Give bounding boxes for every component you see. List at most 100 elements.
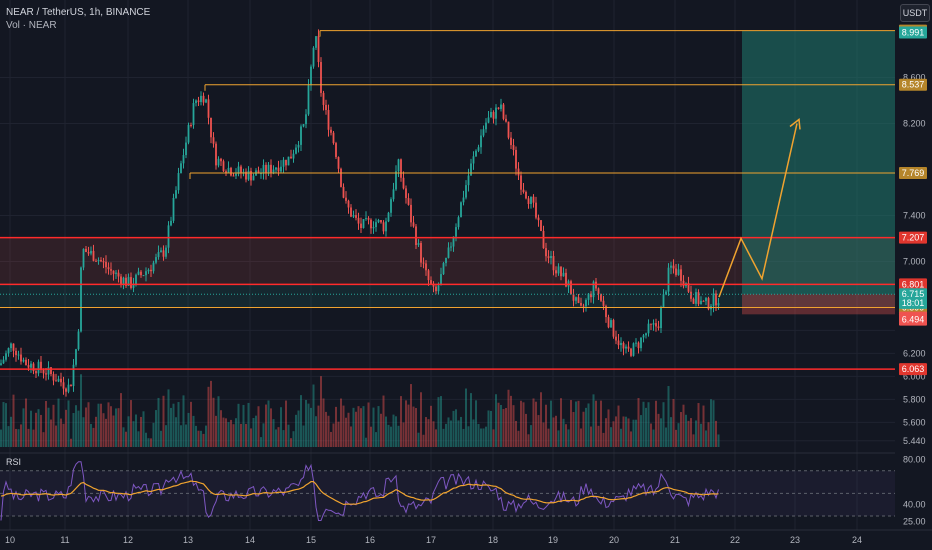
price-tick-label: 7.400 <box>903 210 926 220</box>
candle-body <box>372 227 375 229</box>
candle-body <box>60 378 62 383</box>
candle-body <box>30 363 32 368</box>
candle-body <box>210 117 212 138</box>
volume-bar <box>697 403 700 447</box>
volume-bar <box>545 404 547 447</box>
candle-body <box>157 252 160 258</box>
price-tick-label: 5.600 <box>903 417 926 427</box>
volume-bar <box>192 415 195 447</box>
candle-body <box>672 265 675 269</box>
candle-body <box>492 112 495 119</box>
candle-body <box>170 220 172 226</box>
volume-bar <box>667 386 670 447</box>
candle-body <box>65 388 67 392</box>
volume-bar <box>635 419 637 447</box>
currency-button[interactable]: USDT <box>900 4 930 22</box>
volume-bar <box>330 431 332 447</box>
candle-body <box>77 331 80 350</box>
candle-body <box>137 271 140 275</box>
volume-bar <box>177 402 180 447</box>
candle-body <box>215 143 217 166</box>
volume-bar <box>550 400 552 447</box>
candle-body <box>320 62 322 93</box>
candle-body <box>390 199 392 213</box>
volume-bar <box>235 418 237 447</box>
volume-bar <box>472 419 475 447</box>
volume-bar <box>412 406 415 447</box>
volume-bar <box>575 401 577 447</box>
candle-body <box>507 121 510 138</box>
volume-bar <box>630 431 632 447</box>
symbol-title[interactable]: NEAR / TetherUS, 1h, BINANCE <box>6 7 151 18</box>
candle-body <box>42 369 45 374</box>
candle-body <box>107 267 110 270</box>
candle-body <box>15 350 17 356</box>
price-axis[interactable]: 5.440 5.600 5.800 6.000 6.200 7.000 7.400 8.200… <box>895 0 932 550</box>
candle-body <box>690 291 692 299</box>
volume-bar <box>452 410 455 447</box>
candle-body <box>335 143 337 158</box>
volume-bar <box>290 438 292 447</box>
candle-body <box>590 293 592 298</box>
volume-bar <box>82 417 85 447</box>
candle-body <box>650 323 652 325</box>
volume-bar <box>662 402 665 447</box>
candle-body <box>285 159 287 166</box>
candle-body <box>457 217 460 228</box>
volume-bar <box>707 422 710 447</box>
volume-bar <box>27 428 30 447</box>
volume-bar <box>467 426 470 447</box>
volume-bar <box>415 408 417 447</box>
candle-body <box>292 153 295 159</box>
volume-bar <box>430 405 432 447</box>
volume-bar <box>557 430 560 447</box>
volume-bar <box>157 397 160 447</box>
volume-bar <box>302 425 305 447</box>
volume-bar <box>522 402 525 447</box>
candle-body <box>180 163 182 174</box>
candle-body <box>322 92 325 105</box>
volume-bar <box>67 400 70 447</box>
candle-body <box>582 305 585 307</box>
candle-body <box>87 252 90 254</box>
candle-body <box>105 261 107 268</box>
candle-body <box>172 197 175 221</box>
candle-body <box>652 323 655 325</box>
candle-body <box>717 303 720 306</box>
candle-body <box>657 326 660 329</box>
time-tick-label: 23 <box>790 535 800 545</box>
time-tick-label: 20 <box>609 535 619 545</box>
volume-bar <box>362 406 365 447</box>
candle-body <box>307 85 310 115</box>
volume-bar <box>390 426 392 447</box>
candle-body <box>447 247 450 258</box>
candle-body <box>632 343 635 356</box>
volume-bar <box>197 430 200 447</box>
volume-bar <box>65 409 67 447</box>
volume-bar <box>307 403 310 447</box>
time-tick-label: 18 <box>488 535 498 545</box>
candle-body <box>102 261 105 263</box>
volume-bar <box>77 410 80 447</box>
candle-body <box>250 170 252 181</box>
volume-bar <box>52 404 55 447</box>
volume-bar <box>427 419 430 447</box>
candle-body <box>565 272 567 287</box>
support-zone <box>0 284 895 308</box>
candle-body <box>495 107 497 119</box>
time-tick-label: 15 <box>306 535 316 545</box>
volume-bar <box>187 412 190 447</box>
volume-bar <box>2 402 5 447</box>
candle-body <box>182 155 185 164</box>
candle-body <box>705 298 707 302</box>
rsi-line <box>0 461 719 521</box>
candle-body <box>235 173 237 176</box>
volume-bar <box>350 426 352 447</box>
candle-body <box>315 36 317 48</box>
time-axis[interactable]: 10 11 12 13 14 15 16 17 18 19 20 21 22 23 24 <box>0 529 932 545</box>
volume-bar <box>342 405 345 447</box>
candle-body <box>537 217 540 221</box>
candle-body <box>435 286 437 292</box>
candle-body <box>147 269 150 272</box>
